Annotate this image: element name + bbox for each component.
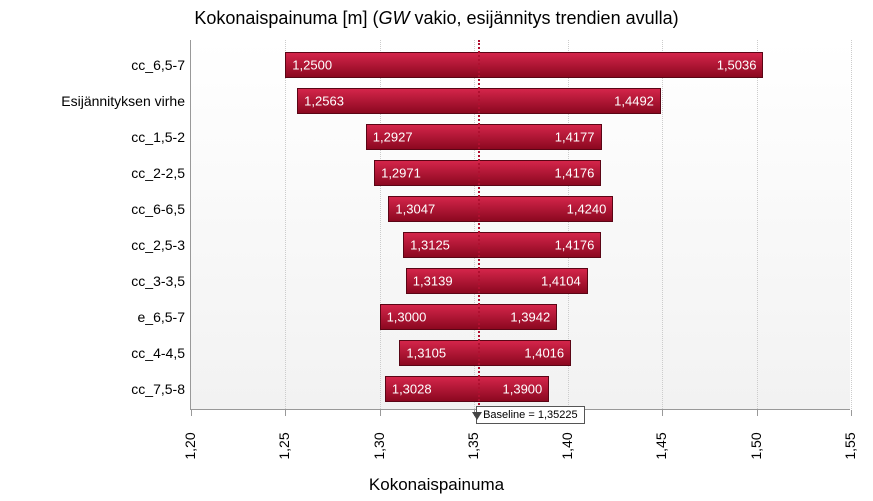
bar: 1,3139 1,4104 bbox=[406, 268, 588, 294]
bar-high-value: 1,4176 bbox=[555, 166, 595, 181]
grid-line bbox=[757, 40, 758, 409]
x-tick-mark bbox=[662, 410, 663, 416]
baseline-line bbox=[478, 40, 480, 409]
x-tick-label: 1,30 bbox=[371, 432, 387, 459]
y-category-label: e_6,5-7 bbox=[138, 309, 185, 325]
grid-line bbox=[285, 40, 286, 409]
title-suffix: vakio, esijännitys trendien avulla) bbox=[409, 8, 678, 28]
bar-high-value: 1,4492 bbox=[614, 94, 654, 109]
x-tick-label: 1,25 bbox=[276, 432, 292, 459]
bar: 1,2500 1,5036 bbox=[285, 52, 763, 78]
bar: 1,3000 1,3942 bbox=[380, 304, 558, 330]
bar: 1,2927 1,4177 bbox=[366, 124, 602, 150]
bar: 1,3105 1,4016 bbox=[399, 340, 571, 366]
bar-low-value: 1,3047 bbox=[395, 202, 435, 217]
y-category-label: cc_3-3,5 bbox=[131, 273, 185, 289]
bar-high-value: 1,4016 bbox=[524, 346, 564, 361]
y-category-label: Esijännityksen virhe bbox=[61, 93, 185, 109]
bar-high-value: 1,4240 bbox=[567, 202, 607, 217]
bar-high-value: 1,5036 bbox=[717, 58, 757, 73]
bar: 1,3125 1,4176 bbox=[403, 232, 601, 258]
title-italic: GW bbox=[378, 8, 409, 28]
baseline-label: Baseline = 1,35225 bbox=[476, 406, 585, 424]
y-category-label: cc_6,5-7 bbox=[131, 57, 185, 73]
grid-line bbox=[851, 40, 852, 409]
bar-high-value: 1,4104 bbox=[541, 274, 581, 289]
bar-high-value: 1,4177 bbox=[555, 130, 595, 145]
bar-low-value: 1,3139 bbox=[413, 274, 453, 289]
bar-high-value: 1,3900 bbox=[503, 382, 543, 397]
bar: 1,3047 1,4240 bbox=[388, 196, 613, 222]
bar-low-value: 1,2927 bbox=[373, 130, 413, 145]
y-category-label: cc_6-6,5 bbox=[131, 201, 185, 217]
x-tick-mark bbox=[380, 410, 381, 416]
y-category-label: cc_7,5-8 bbox=[131, 381, 185, 397]
x-tick-label: 1,55 bbox=[842, 432, 858, 459]
x-tick-label: 1,35 bbox=[465, 432, 481, 459]
bar-low-value: 1,2563 bbox=[304, 94, 344, 109]
bar-low-value: 1,2971 bbox=[381, 166, 421, 181]
y-category-label: cc_1,5-2 bbox=[131, 129, 185, 145]
x-tick-mark bbox=[191, 410, 192, 416]
y-category-label: cc_4-4,5 bbox=[131, 345, 185, 361]
title-prefix: Kokonaispainuma [m] ( bbox=[194, 8, 378, 28]
grid-line bbox=[662, 40, 663, 409]
bar-high-value: 1,4176 bbox=[555, 238, 595, 253]
bar-low-value: 1,3125 bbox=[410, 238, 450, 253]
bar-low-value: 1,3028 bbox=[392, 382, 432, 397]
bar: 1,2971 1,4176 bbox=[374, 160, 601, 186]
x-tick-mark bbox=[757, 410, 758, 416]
x-tick-mark bbox=[285, 410, 286, 416]
bar-high-value: 1,3942 bbox=[510, 310, 550, 325]
x-tick-label: 1,50 bbox=[748, 432, 764, 459]
x-tick-label: 1,45 bbox=[653, 432, 669, 459]
y-category-label: cc_2,5-3 bbox=[131, 237, 185, 253]
bar-low-value: 1,3105 bbox=[406, 346, 446, 361]
bar-low-value: 1,3000 bbox=[387, 310, 427, 325]
x-tick-label: 1,40 bbox=[559, 432, 575, 459]
baseline-arrow-icon bbox=[472, 412, 482, 420]
x-tick-label: 1,20 bbox=[182, 432, 198, 459]
bar: 1,3028 1,3900 bbox=[385, 376, 549, 402]
chart-title: Kokonaispainuma [m] (GW vakio, esijännit… bbox=[0, 0, 873, 29]
x-tick-mark bbox=[851, 410, 852, 416]
x-axis-title: Kokonaispainuma bbox=[0, 475, 873, 495]
plot-area: 1,25001,50361,25631,44921,29271,41771,29… bbox=[190, 40, 850, 410]
bar-low-value: 1,2500 bbox=[292, 58, 332, 73]
y-category-label: cc_2-2,5 bbox=[131, 165, 185, 181]
